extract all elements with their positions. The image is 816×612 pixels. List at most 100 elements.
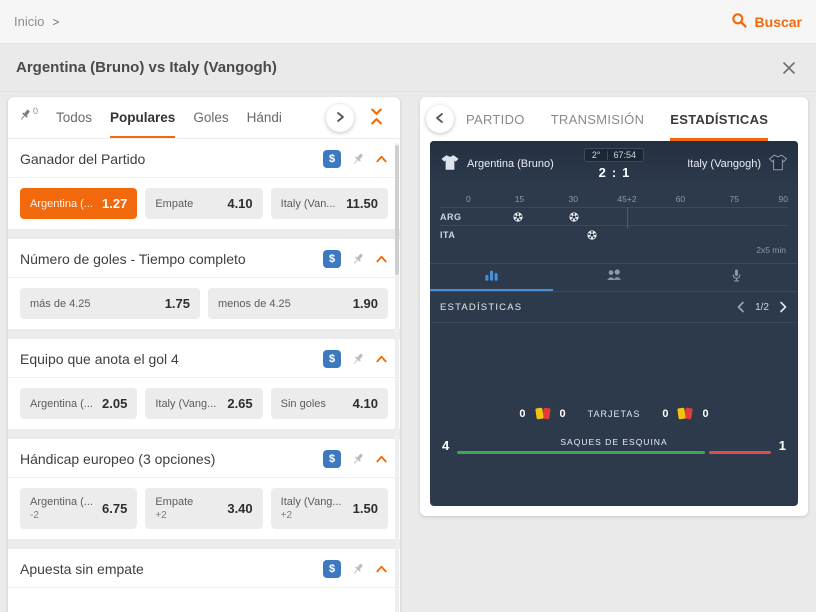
pin-market-icon[interactable]: [351, 352, 365, 366]
collapse-market-icon[interactable]: [375, 153, 388, 166]
odds-label: Sin goles: [280, 397, 326, 410]
search-button[interactable]: Buscar: [731, 12, 802, 32]
collapse-market-icon[interactable]: [375, 563, 388, 576]
tab-transmision[interactable]: TRANSMISIÓN: [550, 111, 645, 127]
match-widget-panel: PARTIDO TRANSMISIÓN ESTADÍSTICAS Argenti…: [420, 97, 808, 516]
scrollbar-thumb[interactable]: [395, 145, 399, 275]
period-indicator: 2°: [591, 150, 601, 160]
score-line: 2 : 1: [599, 165, 630, 180]
home-yellow-count: 0: [519, 408, 526, 420]
minute-label: 90: [778, 194, 788, 204]
goal-icon: [586, 229, 597, 240]
market-title: Número de goles - Tiempo completo: [20, 251, 246, 267]
odds-button[interactable]: Sin goles 4.10: [270, 388, 388, 419]
market-header[interactable]: Ganador del Partido $: [8, 139, 400, 178]
bet-builder-icon[interactable]: $: [323, 250, 341, 268]
breadcrumb[interactable]: Inicio >: [14, 14, 59, 29]
statistics-title: ESTADÍSTICAS: [440, 301, 523, 313]
market-header[interactable]: Hándicap europeo (3 opciones) $: [8, 439, 400, 478]
markets-panel: 0 Todos Populares Goles Hándi: [8, 97, 400, 612]
tabs-scroll-left-button[interactable]: [426, 105, 454, 133]
bet-builder-icon[interactable]: $: [323, 150, 341, 168]
odds-value: 1.90: [352, 296, 378, 311]
breadcrumb-home[interactable]: Inicio: [14, 14, 45, 29]
odds-value: 4.10: [227, 196, 253, 211]
microphone-icon: [730, 268, 743, 288]
cards-stat-label: TARJETAS: [587, 409, 641, 419]
collapse-market-icon[interactable]: [375, 253, 388, 266]
overtime-format-note: 2x5 min: [756, 245, 786, 255]
away-red-count: 0: [702, 408, 709, 420]
collapse-market-icon[interactable]: [375, 453, 388, 466]
collapse-all-icon: [368, 108, 385, 128]
tab-lineups-view[interactable]: [553, 264, 676, 291]
odds-button[interactable]: Italy (Van... 11.50: [270, 188, 388, 219]
odds-button[interactable]: Argentina (... 2.05: [20, 388, 138, 419]
tab-handicaps[interactable]: Hándi: [246, 110, 282, 125]
statistics-header: ESTADÍSTICAS 1/2: [430, 292, 798, 323]
odds-handicap: +2: [280, 510, 293, 521]
home-corners-bar: [457, 451, 705, 454]
tab-todos[interactable]: Todos: [56, 110, 93, 125]
markets-scrollbar: [395, 143, 399, 612]
odds-button[interactable]: Empate 4.10: [145, 188, 263, 219]
market-match-winner: Ganador del Partido $ Argentina (...: [8, 139, 400, 229]
chevron-right-icon: [334, 111, 346, 126]
odds-label: más de 4.25: [30, 297, 91, 310]
goal-icon: [512, 211, 523, 222]
close-icon[interactable]: [778, 57, 800, 79]
odds-label: Empate: [155, 197, 194, 210]
cards-icon: [534, 407, 552, 421]
away-shirt-icon: [768, 154, 788, 174]
odds-button[interactable]: menos de 4.25 1.90: [208, 288, 388, 319]
odds-button[interactable]: Argentina (... 1.27: [20, 188, 138, 219]
minute-label: 60: [675, 194, 686, 204]
pinned-markets-tab[interactable]: 0: [18, 106, 38, 127]
pager-position: 1/2: [755, 301, 769, 313]
market-title: Apuesta sin empate: [20, 561, 144, 577]
corners-stat: 4 SAQUES DE ESQUINA 1: [430, 437, 798, 454]
home-score: 2: [598, 165, 606, 180]
odds-handicap: -2: [30, 510, 39, 521]
away-score: 1: [622, 165, 630, 180]
odds-button[interactable]: más de 4.25 1.75: [20, 288, 200, 319]
match-timeline: 0 15 30 45+2 60 75 90 ARG: [430, 186, 798, 255]
away-yellow-count: 0: [662, 408, 669, 420]
odds-button[interactable]: Argentina (... -2 6.75: [20, 488, 138, 529]
tab-estadisticas[interactable]: ESTADÍSTICAS: [670, 97, 769, 141]
odds-button[interactable]: Italy (Vang... +2 1.50: [270, 488, 388, 529]
tab-populares[interactable]: Populares: [110, 97, 176, 138]
collapse-all-button[interactable]: [362, 104, 390, 132]
tabs-scroll-right-button[interactable]: [326, 104, 354, 132]
market-title: Equipo que anota el gol 4: [20, 351, 179, 367]
match-clock: 2° 67:54: [583, 148, 645, 162]
tab-statistics-view[interactable]: [430, 264, 553, 291]
odds-button[interactable]: Empate +2 3.40: [145, 488, 263, 529]
search-icon: [731, 12, 748, 32]
corners-stat-label: SAQUES DE ESQUINA: [560, 437, 668, 447]
bet-builder-icon[interactable]: $: [323, 350, 341, 368]
minute-label: 45+2: [617, 194, 637, 204]
bet-builder-icon[interactable]: $: [323, 450, 341, 468]
odds-value: 1.75: [164, 296, 190, 311]
tab-commentary-view[interactable]: [675, 264, 798, 291]
pill-divider: [606, 150, 608, 160]
pin-market-icon[interactable]: [351, 252, 365, 266]
bet-builder-icon[interactable]: $: [323, 560, 341, 578]
market-title: Ganador del Partido: [20, 151, 146, 167]
tab-goles[interactable]: Goles: [193, 110, 229, 125]
tab-partido[interactable]: PARTIDO: [466, 111, 525, 127]
odds-value: 11.50: [346, 196, 378, 211]
pager-prev-icon[interactable]: [736, 301, 746, 313]
market-header[interactable]: Apuesta sin empate $: [8, 549, 400, 588]
pager-next-icon[interactable]: [778, 301, 788, 313]
pin-market-icon[interactable]: [351, 152, 365, 166]
market-header[interactable]: Equipo que anota el gol 4 $: [8, 339, 400, 378]
pin-market-icon[interactable]: [351, 452, 365, 466]
market-european-handicap: Hándicap europeo (3 opciones) $ Argentin…: [8, 429, 400, 539]
corners-bar: [457, 451, 771, 454]
odds-button[interactable]: Italy (Vang... 2.65: [145, 388, 263, 419]
pin-market-icon[interactable]: [351, 562, 365, 576]
market-header[interactable]: Número de goles - Tiempo completo $: [8, 239, 400, 278]
collapse-market-icon[interactable]: [375, 353, 388, 366]
